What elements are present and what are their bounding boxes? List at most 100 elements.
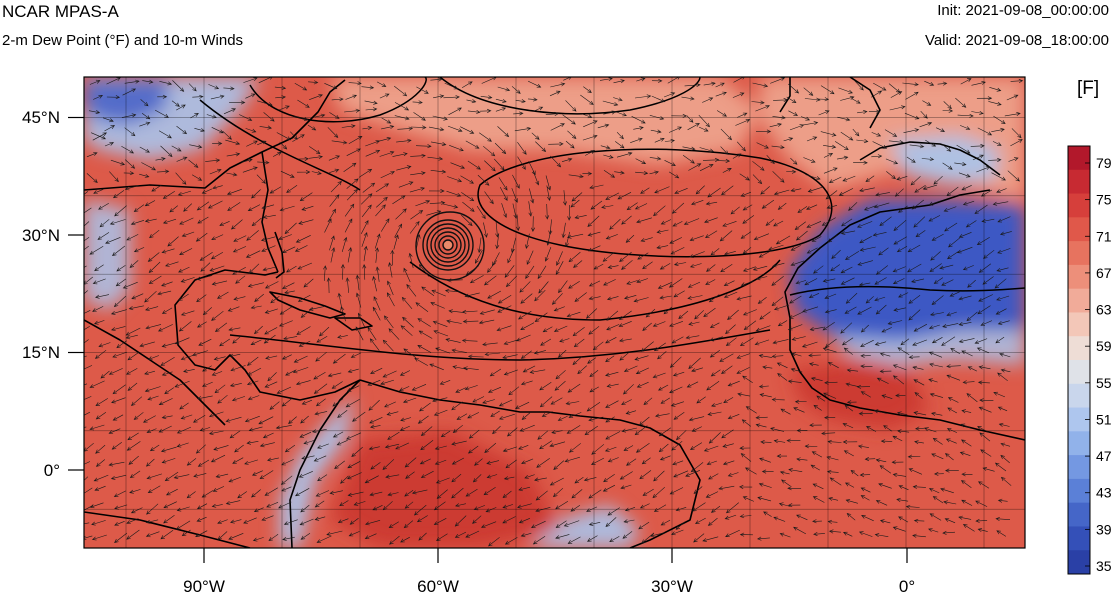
colorbar-unit: [F] bbox=[1077, 78, 1100, 99]
wind-arrow bbox=[198, 338, 212, 346]
wind-arrow bbox=[872, 232, 887, 237]
wind-arrow bbox=[211, 371, 223, 376]
wind-arrow bbox=[860, 364, 873, 369]
wind-arrow bbox=[495, 233, 500, 250]
wind-arrow bbox=[163, 515, 175, 524]
wind-arrow bbox=[160, 446, 177, 453]
wind-arrow bbox=[341, 236, 348, 252]
wind-arrow bbox=[568, 174, 584, 179]
wind-arrow bbox=[455, 503, 466, 508]
wind-arrow bbox=[410, 125, 427, 130]
wind-arrow bbox=[281, 354, 292, 360]
wind-arrow bbox=[718, 485, 735, 491]
wind-arrow bbox=[874, 341, 887, 346]
wind-arrow bbox=[106, 95, 121, 100]
wind-arrow bbox=[546, 185, 551, 201]
wind-arrow bbox=[999, 231, 1012, 236]
wind-arrow bbox=[404, 501, 414, 509]
wind-arrow bbox=[280, 475, 293, 485]
wind-arrow bbox=[246, 356, 259, 366]
wind-arrow bbox=[683, 218, 700, 225]
wind-arrow bbox=[126, 234, 139, 241]
wind-arrow bbox=[303, 440, 315, 445]
wind-arrow bbox=[962, 265, 974, 271]
wind-arrow bbox=[641, 457, 651, 465]
wind-arrow bbox=[618, 310, 632, 320]
wind-arrow bbox=[645, 308, 656, 318]
colorbar-label: 47 bbox=[1096, 448, 1112, 464]
wind-arrow bbox=[640, 187, 650, 194]
wind-arrow bbox=[613, 79, 625, 84]
wind-arrow bbox=[659, 295, 672, 300]
wind-arrow bbox=[619, 338, 632, 343]
wind-arrow bbox=[98, 342, 111, 348]
wind-arrow bbox=[462, 201, 475, 212]
wind-arrow bbox=[460, 126, 475, 134]
wind-arrow bbox=[442, 203, 459, 209]
wind-arrow bbox=[180, 354, 194, 361]
wind-arrow bbox=[907, 454, 921, 459]
wind-arrow bbox=[297, 262, 313, 270]
wind-arrow bbox=[910, 176, 921, 186]
wind-arrow bbox=[248, 263, 260, 274]
wind-arrow bbox=[350, 352, 362, 358]
wind-arrow bbox=[826, 455, 839, 461]
wind-arrow bbox=[483, 222, 488, 238]
hurricane-larry bbox=[415, 211, 485, 281]
wind-arrow bbox=[950, 348, 961, 355]
wind-arrow bbox=[196, 201, 210, 211]
wind-arrow bbox=[214, 322, 228, 333]
wind-arrow bbox=[227, 306, 240, 312]
wind-arrow bbox=[615, 141, 625, 149]
wind-arrow bbox=[430, 77, 443, 82]
colorbar-label: 71 bbox=[1096, 228, 1112, 244]
wind-arrow bbox=[116, 265, 126, 272]
wind-arrow bbox=[787, 324, 803, 331]
wind-arrow bbox=[565, 231, 570, 248]
wind-arrow bbox=[929, 513, 942, 521]
wind-arrow bbox=[859, 236, 872, 244]
wind-arrow bbox=[161, 458, 176, 464]
wind-arrow bbox=[264, 381, 278, 388]
wind-arrow bbox=[309, 146, 321, 154]
wind-arrow bbox=[144, 200, 156, 207]
wind-arrow bbox=[395, 442, 410, 450]
wind-arrow bbox=[207, 200, 223, 209]
wind-arrow bbox=[913, 518, 925, 523]
wind-arrow bbox=[278, 501, 292, 509]
wind-arrow bbox=[773, 220, 784, 227]
wind-arrow bbox=[402, 397, 417, 404]
wind-arrow bbox=[702, 97, 714, 103]
wind-arrow bbox=[323, 265, 328, 281]
cool-dewpoint-zone-west bbox=[84, 200, 130, 310]
wind-arrow bbox=[217, 519, 228, 524]
wind-arrow bbox=[787, 503, 801, 508]
wind-arrow bbox=[380, 171, 395, 179]
wind-arrow bbox=[976, 166, 991, 173]
wind-arrow bbox=[385, 474, 400, 479]
wind-arrow bbox=[347, 461, 361, 469]
wind-arrow bbox=[303, 278, 314, 288]
wind-arrow bbox=[265, 355, 278, 360]
wind-arrow bbox=[567, 536, 581, 544]
wind-arrow bbox=[300, 504, 310, 513]
wind-arrow bbox=[95, 294, 110, 299]
wind-arrow bbox=[804, 278, 818, 286]
wind-arrow bbox=[911, 278, 925, 283]
wind-arrow bbox=[674, 188, 688, 194]
wind-arrow bbox=[550, 155, 562, 168]
wind-arrow bbox=[550, 123, 565, 131]
wind-arrow bbox=[461, 309, 478, 314]
wind-arrow bbox=[499, 186, 508, 202]
wind-arrow bbox=[300, 532, 311, 540]
wind-arrow bbox=[259, 442, 275, 448]
wind-arrow bbox=[401, 296, 413, 309]
wind-arrow bbox=[795, 230, 808, 241]
wind-arrow bbox=[534, 289, 546, 302]
wind-arrow bbox=[84, 191, 89, 195]
wind-arrow bbox=[706, 380, 720, 391]
wind-arrow bbox=[167, 236, 179, 247]
wind-arrow bbox=[845, 292, 858, 304]
wind-arrow bbox=[852, 128, 860, 137]
wind-arrow bbox=[895, 393, 906, 398]
